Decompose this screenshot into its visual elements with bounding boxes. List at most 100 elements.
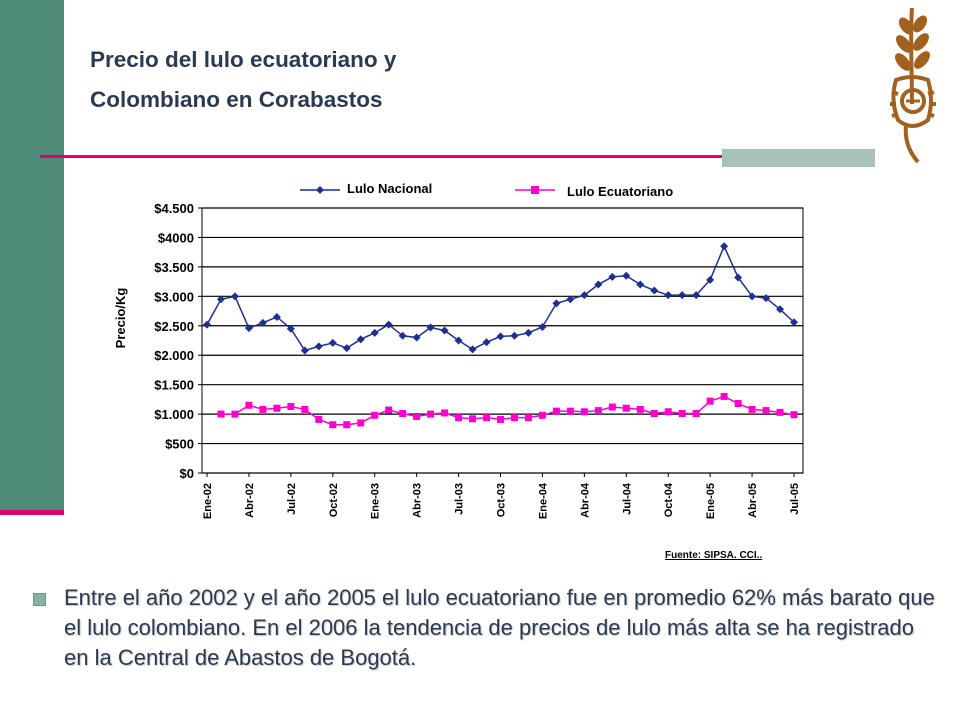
data-point	[580, 408, 588, 416]
data-point	[412, 333, 421, 342]
data-point	[762, 294, 771, 303]
x-tick-label: Jul-04	[621, 482, 633, 515]
legend-marker-lulo-ecuatoriano	[531, 186, 539, 194]
data-point	[370, 328, 379, 337]
legend-label-lulo-ecuatoriano: Lulo Ecuatoriano	[567, 184, 673, 199]
x-tick-label: Abr-04	[579, 482, 591, 518]
data-point	[776, 408, 784, 416]
data-point	[427, 410, 435, 418]
data-point	[692, 291, 701, 300]
data-point	[286, 324, 295, 333]
data-point	[343, 421, 351, 429]
y-axis-label: Precio/Kg	[113, 288, 128, 349]
data-point	[510, 331, 519, 340]
data-point	[469, 415, 477, 423]
data-point	[455, 414, 463, 422]
x-tick-label: Oct-03	[496, 483, 508, 517]
y-tick-label: $3.000	[154, 289, 194, 304]
y-tick-label: $1.500	[154, 378, 194, 393]
data-point	[664, 291, 673, 300]
data-point	[399, 410, 407, 418]
data-point	[258, 318, 267, 327]
x-tick-label: Abr-02	[244, 483, 256, 518]
data-point	[315, 415, 323, 423]
x-tick-label: Jul-03	[454, 483, 466, 515]
x-tick-label: Oct-02	[328, 483, 340, 517]
data-point	[203, 320, 211, 329]
y-tick-label: $1.000	[154, 407, 194, 422]
data-point	[706, 397, 714, 405]
y-tick-label: $4.500	[154, 201, 194, 216]
data-point	[790, 318, 798, 327]
data-point	[454, 336, 463, 345]
data-point	[678, 410, 686, 418]
data-point	[426, 323, 435, 332]
data-point	[413, 412, 421, 420]
data-point	[678, 291, 687, 300]
y-tick-label: $500	[165, 437, 194, 452]
data-point	[748, 292, 757, 301]
chart-source-note: Fuente: SIPSA. CCI..	[665, 550, 762, 561]
legend-label-lulo-nacional: Lulo Nacional	[347, 181, 432, 196]
data-point	[216, 295, 225, 304]
data-point	[664, 408, 672, 416]
data-point	[552, 299, 561, 308]
data-point	[329, 421, 337, 429]
data-point	[244, 324, 253, 333]
data-point	[776, 305, 785, 314]
slide-title-line-1: Precio del lulo ecuatoriano y	[90, 47, 397, 72]
data-point	[217, 410, 225, 418]
data-point	[720, 242, 729, 251]
data-point	[636, 280, 645, 289]
x-tick-label: Jul-02	[286, 483, 298, 515]
y-tick-label: $2.500	[154, 319, 194, 334]
x-tick-label: Jul-05	[789, 483, 801, 515]
slide-title-line-2: Colombiano en Corabastos	[90, 87, 383, 112]
data-point	[356, 335, 365, 344]
chart-series-layer	[203, 242, 798, 429]
x-tick-label: Abr-03	[412, 483, 424, 518]
data-point	[342, 344, 351, 353]
body-paragraph: Entre el año 2002 y el año 2005 el lulo …	[64, 585, 935, 670]
data-point	[734, 400, 742, 408]
data-point	[762, 407, 770, 415]
data-point	[608, 403, 616, 411]
data-point	[566, 295, 575, 304]
x-tick-label: Ene-03	[370, 483, 382, 519]
y-tick-label: $2.000	[154, 348, 194, 363]
data-point	[272, 312, 281, 321]
data-point	[482, 338, 491, 347]
data-point	[300, 346, 309, 355]
data-point	[650, 410, 658, 418]
sidebar-accent-stripe	[0, 510, 64, 515]
y-axis-tick-labels: $0 $500 $1.000 $1.500 $2.000 $2.500 $3.000 $3.5…	[154, 201, 202, 481]
x-tick-label: Ene-02	[202, 483, 214, 519]
data-point	[720, 392, 728, 400]
wheat-gear-logo-icon	[890, 7, 936, 164]
data-point	[692, 410, 700, 418]
data-point	[594, 407, 602, 415]
data-point	[273, 404, 281, 412]
title-divider-block	[722, 149, 875, 167]
data-point	[314, 342, 323, 351]
slide-title: Precio del lulo ecuatoriano y Colombiano…	[90, 40, 650, 120]
x-axis-tick-labels: Ene-02 Abr-02 Jul-02 Oct-02 Ene-03 Abr-03 Jul-…	[202, 473, 801, 519]
data-point	[497, 415, 504, 423]
chart-gridlines	[202, 207, 803, 474]
data-point	[524, 414, 532, 422]
x-tick-label: Abr-05	[747, 483, 759, 518]
x-tick-label: Ene-04	[537, 482, 549, 519]
legend-marker-lulo-nacional	[316, 186, 324, 194]
data-point	[357, 419, 365, 427]
data-point	[524, 328, 533, 337]
data-point	[636, 405, 644, 413]
y-tick-label: $0	[180, 466, 194, 481]
data-point	[790, 411, 798, 419]
y-tick-label: $3.500	[154, 260, 194, 275]
data-point	[496, 332, 505, 341]
data-point	[650, 286, 659, 295]
sidebar-bar	[0, 0, 64, 510]
data-point	[230, 292, 239, 301]
data-point	[301, 405, 309, 413]
